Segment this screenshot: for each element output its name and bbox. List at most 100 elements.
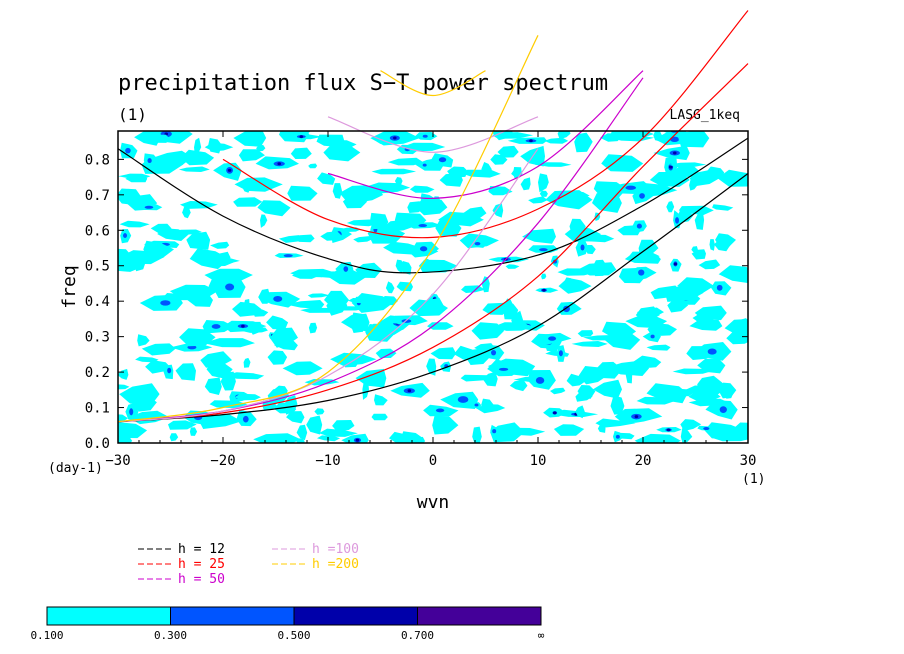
power-patch-mid [615, 434, 620, 439]
power-patch [374, 394, 388, 406]
power-patch [234, 177, 283, 192]
color-bar-label: 0.700 [401, 629, 434, 642]
power-patch-mid [225, 283, 235, 291]
y-tick-label: 0.0 [85, 436, 110, 452]
power-patch [375, 348, 397, 358]
power-patch [557, 268, 598, 276]
power-patch-mid [211, 324, 221, 329]
power-patch [289, 234, 315, 243]
power-patch [432, 196, 441, 208]
power-patch-high [227, 168, 232, 172]
power-patch-high [552, 411, 557, 415]
power-patch [389, 431, 415, 443]
y-tick-label: 0.1 [85, 401, 110, 417]
power-patch [492, 322, 534, 331]
power-patch [316, 134, 345, 148]
power-patch [490, 154, 508, 165]
power-patch [371, 168, 417, 175]
power-patch [332, 420, 355, 432]
power-patch-mid [435, 408, 445, 413]
inertia-gravity-wave-curve [222, 10, 749, 239]
power-patch-mid [242, 415, 249, 423]
power-patch [118, 384, 130, 390]
power-patch [204, 377, 222, 395]
curve-h-25 [117, 10, 749, 423]
power-patch [463, 169, 501, 178]
power-patch [383, 241, 421, 255]
power-patch [256, 145, 266, 152]
power-patch [509, 380, 528, 392]
power-patch-high [634, 415, 639, 419]
power-patch [170, 229, 202, 236]
power-patch-mid [167, 367, 172, 374]
power-patch [209, 400, 248, 409]
power-patch [348, 298, 376, 304]
power-patch [328, 268, 367, 285]
chart-title: precipitation flux S−T power spectrum [118, 71, 608, 96]
power-patch [715, 233, 736, 247]
power-patch [575, 390, 593, 402]
color-bar: 0.100 0.300 0.500 0.700 ∞ [30, 606, 545, 642]
power-patch [557, 131, 571, 140]
power-patch [242, 183, 251, 193]
power-patch [132, 393, 157, 412]
power-patch [600, 133, 621, 142]
power-patch-mid [580, 244, 585, 251]
power-patch [168, 420, 197, 430]
power-patch [353, 236, 372, 243]
power-patch-mid [422, 163, 427, 167]
power-patch [534, 162, 572, 167]
power-patch [205, 257, 240, 264]
power-patch [118, 422, 148, 439]
power-patch-mid [675, 217, 680, 224]
power-patch [488, 186, 513, 196]
power-patch [575, 405, 585, 419]
power-patch-mid [638, 269, 645, 276]
power-patch [355, 262, 382, 278]
power-patch [666, 201, 675, 213]
power-patch [179, 328, 216, 347]
power-patch [601, 154, 644, 172]
power-patch-mid [419, 246, 428, 252]
y-tick-label: 0.2 [85, 365, 110, 381]
power-patch-mid [553, 259, 558, 264]
legend-label: h =100 [312, 542, 359, 557]
power-patch [538, 173, 549, 193]
power-patch [260, 214, 268, 228]
power-patch [182, 205, 191, 219]
power-patch [650, 285, 682, 300]
power-patch [471, 322, 505, 340]
power-patch [646, 344, 671, 351]
power-patch [407, 201, 426, 213]
power-patch [330, 352, 377, 366]
power-patch [461, 285, 486, 293]
power-patch [200, 351, 232, 368]
power-patch-mid [639, 193, 645, 199]
power-patch [365, 324, 397, 342]
power-patch [677, 209, 694, 223]
x-tick-label: −30 [105, 453, 130, 469]
legend-label: h =200 [312, 557, 359, 572]
y-tick-label: 0.3 [85, 330, 110, 346]
power-patch [314, 408, 325, 415]
color-bar-segment [293, 606, 418, 626]
x-tick-label: 0 [429, 453, 437, 469]
power-patch [694, 210, 705, 230]
color-bar-label: ∞ [538, 629, 545, 642]
power-patch [341, 433, 369, 443]
power-patch [439, 173, 463, 187]
power-patch [718, 265, 748, 283]
power-patch [180, 201, 218, 209]
power-patch [678, 131, 710, 148]
power-patch [472, 426, 482, 443]
curve-h-200 [117, 35, 539, 423]
color-bar-label: 0.300 [154, 629, 187, 642]
power-patch [292, 271, 320, 279]
power-patch [300, 307, 340, 313]
x-axis-label: wvn [417, 492, 450, 513]
power-patch [243, 357, 251, 368]
power-patch [520, 177, 531, 191]
power-patch-high [241, 324, 245, 328]
